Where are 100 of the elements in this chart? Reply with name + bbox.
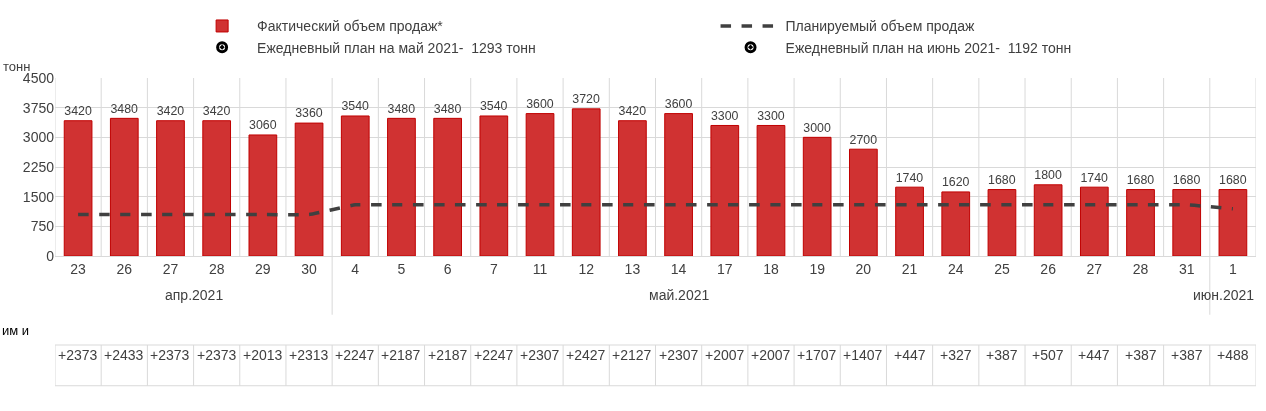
- data-label: 1680: [988, 172, 1016, 187]
- x-tick-label: 20: [855, 260, 872, 277]
- legend-label: Ежедневный план на июнь 2021- 1192 тонн: [785, 39, 1072, 56]
- data-label: 3420: [202, 104, 231, 119]
- text: +1407: [843, 347, 883, 363]
- text: +387: [986, 347, 1018, 363]
- text: +2373: [197, 347, 237, 363]
- x-tick-label: 26: [116, 260, 133, 277]
- text: апр.2021: [165, 287, 224, 303]
- bar: [433, 117, 462, 256]
- x-tick-label: 28: [1132, 260, 1149, 277]
- text: май.2021: [649, 287, 710, 303]
- bar: [1079, 186, 1109, 256]
- data-label: 3540: [479, 99, 508, 114]
- text: +2247: [335, 347, 375, 363]
- data-label: 1680: [1126, 172, 1155, 187]
- data-label: 1740: [1080, 170, 1109, 185]
- text: +2427: [566, 347, 606, 363]
- text: +2127: [612, 347, 652, 363]
- y-tick-label: 0: [46, 247, 55, 264]
- x-tick-label: 7: [489, 260, 498, 277]
- x-tick-label: 25: [994, 260, 1010, 277]
- text: +327: [940, 347, 972, 363]
- bar: [571, 108, 601, 256]
- y-tick-label: 750: [30, 218, 55, 235]
- data-label: 3360: [295, 106, 323, 121]
- data-label: 3720: [572, 92, 600, 107]
- y-tick-label: 3750: [22, 99, 55, 116]
- bar: [525, 113, 555, 256]
- x-tick-label: 1: [1229, 260, 1237, 277]
- y-axis-title: тонн: [3, 59, 31, 74]
- legend-label: Планируемый объем продаж: [785, 18, 975, 35]
- text: +2307: [659, 347, 699, 363]
- x-tick-label: 23: [70, 260, 87, 277]
- text: +2373: [58, 347, 98, 363]
- text: +2007: [751, 347, 791, 363]
- text: +488: [1217, 347, 1249, 363]
- text: +447: [1078, 347, 1110, 363]
- x-tick-label: 14: [670, 260, 687, 277]
- legend-label: Фактический объем продаж*: [257, 18, 444, 35]
- text: +387: [1171, 347, 1203, 363]
- data-label: 3420: [156, 104, 185, 119]
- x-tick-label: 27: [162, 260, 179, 277]
- x-tick-label: 12: [578, 260, 595, 277]
- bar: [710, 124, 740, 256]
- bar: [756, 124, 786, 256]
- data-label: 1740: [895, 170, 924, 185]
- bar: [156, 120, 185, 256]
- bar: [248, 134, 278, 256]
- bar: [987, 189, 1017, 256]
- x-tick-label: 4: [351, 260, 360, 277]
- y-tick-label: 1500: [22, 188, 55, 205]
- data-label: 3300: [757, 108, 785, 123]
- text: +507: [1032, 347, 1064, 363]
- bar: [387, 117, 416, 256]
- legend-label: Ежедневный план на май 2021- 1293 тонн: [257, 39, 536, 56]
- data-label: 1620: [941, 175, 970, 190]
- bar: [618, 120, 647, 256]
- bar: [294, 122, 324, 256]
- text: +2007: [705, 347, 745, 363]
- bar: [1033, 184, 1063, 256]
- data-label: 3300: [710, 108, 739, 123]
- text: +2373: [150, 347, 190, 363]
- text: +2247: [474, 347, 514, 363]
- data-label: 3480: [433, 101, 462, 116]
- data-label: 1680: [1172, 172, 1201, 187]
- x-tick-label: 21: [901, 260, 918, 277]
- text: им и: [2, 323, 30, 338]
- data-label: 1680: [1219, 172, 1247, 187]
- data-label: 3420: [64, 104, 92, 119]
- x-tick-label: 11: [532, 260, 548, 277]
- text: +2433: [104, 347, 144, 363]
- bar: [895, 186, 924, 256]
- bar: [1126, 189, 1155, 256]
- text: +1707: [797, 347, 837, 363]
- y-tick-label: 3000: [22, 129, 55, 146]
- bar: [63, 120, 93, 256]
- x-tick-label: 17: [717, 260, 733, 277]
- x-tick-label: 24: [947, 260, 964, 277]
- x-tick-label: 28: [208, 260, 225, 277]
- data-label: 3480: [110, 101, 139, 116]
- x-tick-label: 30: [301, 260, 318, 277]
- bar: [802, 136, 832, 256]
- data-label: 2700: [849, 132, 878, 147]
- x-tick-label: 27: [1086, 260, 1103, 277]
- bar: [1218, 189, 1248, 256]
- y-tick-label: 2250: [22, 158, 55, 175]
- text: июн.2021: [1193, 287, 1255, 303]
- text: +2187: [381, 347, 421, 363]
- data-label: 3420: [618, 104, 647, 119]
- text: +447: [894, 347, 926, 363]
- data-label: 3600: [664, 96, 693, 111]
- data-label: 3540: [341, 99, 370, 114]
- x-tick-label: 31: [1178, 260, 1195, 277]
- text: +2187: [428, 347, 468, 363]
- bar: [479, 115, 509, 256]
- data-label: 3600: [526, 96, 554, 111]
- data-label: 3000: [803, 120, 831, 135]
- x-tick-label: 5: [397, 260, 406, 277]
- bar: [1172, 189, 1202, 256]
